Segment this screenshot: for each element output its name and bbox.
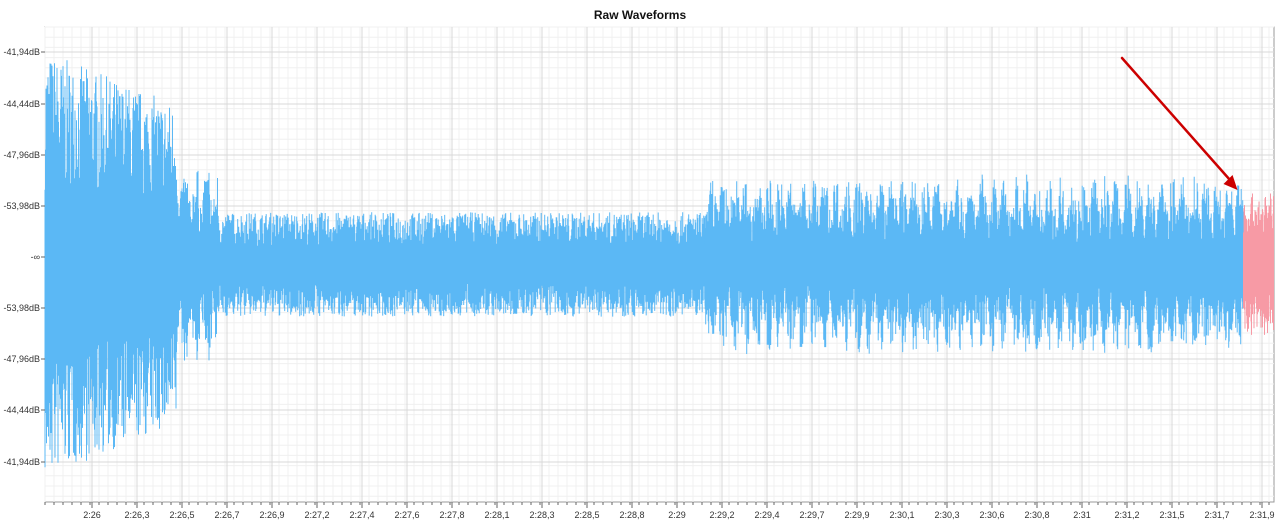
arrow-head bbox=[1223, 175, 1238, 190]
x-tick-label: 2:30,6 bbox=[979, 510, 1004, 520]
x-tick-label: 2:26,5 bbox=[169, 510, 194, 520]
y-tick-label: -47,96dB bbox=[3, 150, 40, 160]
x-tick-label: 2:31,5 bbox=[1159, 510, 1184, 520]
x-tick-label: 2:31,9 bbox=[1249, 510, 1274, 520]
x-tick-label: 2:27,2 bbox=[304, 510, 329, 520]
x-tick-label: 2:29 bbox=[668, 510, 686, 520]
grid bbox=[44, 26, 1274, 502]
x-tick-label: 2:26 bbox=[83, 510, 101, 520]
x-tick-label: 2:31 bbox=[1073, 510, 1091, 520]
chart-title: Raw Waveforms bbox=[593, 8, 687, 22]
x-tick-label: 2:28,1 bbox=[484, 510, 509, 520]
waveform-segment bbox=[704, 174, 1244, 354]
x-tick-label: 2:31,7 bbox=[1204, 510, 1229, 520]
x-tick-label: 2:29,9 bbox=[844, 510, 869, 520]
waveform-segment bbox=[1243, 193, 1274, 335]
x-tick-label: 2:27,6 bbox=[394, 510, 419, 520]
x-tick-label: 2:30,1 bbox=[889, 510, 914, 520]
x-tick-label: 2:27,4 bbox=[349, 510, 374, 520]
waveform-series bbox=[44, 60, 1274, 468]
waveform-segment bbox=[44, 60, 178, 468]
y-tick-label: -53,98dB bbox=[3, 303, 40, 313]
y-tick-label: -53,98dB bbox=[3, 201, 40, 211]
y-tick-label: -41,94dB bbox=[3, 457, 40, 467]
y-tick-label: -41,94dB bbox=[3, 47, 40, 57]
y-tick-label: -44,44dB bbox=[3, 99, 40, 109]
x-tick-label: 2:26,3 bbox=[124, 510, 149, 520]
annotations bbox=[1120, 56, 1238, 190]
y-tick-label: -∞ bbox=[31, 252, 40, 262]
x-tick-label: 2:30,3 bbox=[934, 510, 959, 520]
x-tick-label: 2:26,9 bbox=[259, 510, 284, 520]
waveform-segment bbox=[176, 170, 218, 361]
x-tick-label: 2:30,8 bbox=[1024, 510, 1049, 520]
waveform-segment bbox=[217, 212, 706, 317]
x-tick-label: 2:27,8 bbox=[439, 510, 464, 520]
y-tick-label: -47,96dB bbox=[3, 354, 40, 364]
x-tick-label: 2:29,4 bbox=[754, 510, 779, 520]
x-axis: 2:26 2:26,3 2:26,5 2:26,7 2:26,9 2:27,2 2:27,4… bbox=[44, 502, 1275, 520]
x-tick-label: 2:28,8 bbox=[619, 510, 644, 520]
x-tick-label: 2:29,2 bbox=[709, 510, 734, 520]
x-tick-label: 2:26,7 bbox=[214, 510, 239, 520]
x-tick-label: 2:28,5 bbox=[574, 510, 599, 520]
y-axis: -41,94dB -44,44dB -47,96dB -53,98dB -∞ -53,98… bbox=[3, 47, 45, 467]
x-tick-label: 2:28,3 bbox=[529, 510, 554, 520]
x-tick-label: 2:29,7 bbox=[799, 510, 824, 520]
arrow-annotation bbox=[1120, 56, 1235, 186]
x-tick-label: 2:31,2 bbox=[1114, 510, 1139, 520]
y-tick-label: -44,44dB bbox=[3, 405, 40, 415]
